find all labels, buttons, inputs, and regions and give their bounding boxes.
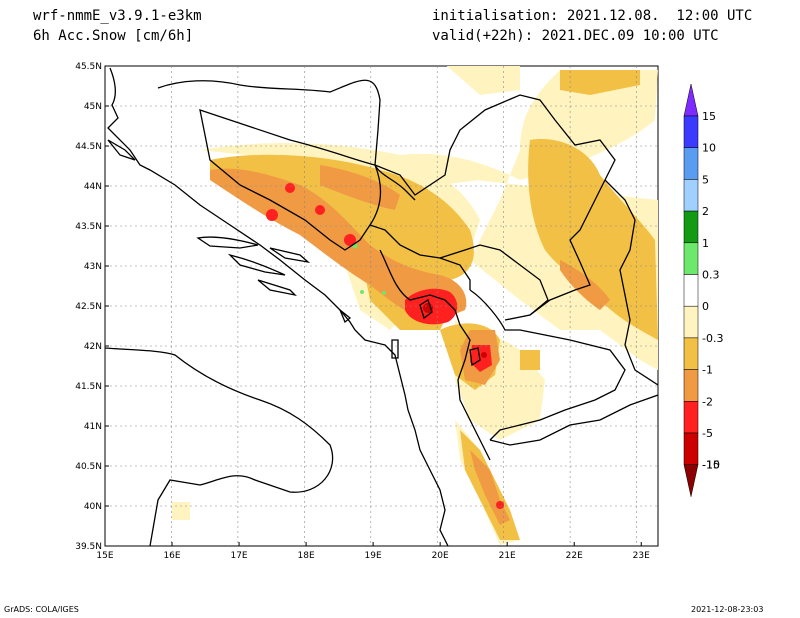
lon-label: 21E: [499, 551, 516, 561]
colorbar-label: 5: [702, 173, 709, 186]
colorbar-label: -1: [702, 364, 713, 377]
footer-left: GrADS: COLA/IGES: [4, 605, 79, 614]
lat-label: 41.5N: [75, 382, 102, 392]
colorbar-segment: [683, 210, 699, 244]
lat-label: 40N: [84, 502, 102, 512]
lat-label: 45.5N: [75, 62, 102, 72]
lon-label: 17E: [230, 551, 247, 561]
colorbar-segment: [683, 432, 699, 465]
colorbar-segment: [683, 242, 699, 275]
field-title: 6h Acc.Snow [cm/6h]: [33, 28, 194, 44]
snow-field: [105, 66, 658, 546]
model-title: wrf-nmmE_v3.9.1-e3km: [33, 8, 202, 24]
colorbar-segment: [683, 369, 699, 402]
map-grid: [105, 66, 658, 546]
colorbar-label: -2: [702, 395, 713, 408]
lat-label: 45N: [84, 102, 102, 112]
lat-label: 40.5N: [75, 462, 102, 472]
lat-label: 44N: [84, 182, 102, 192]
colorbar-segment: [683, 147, 699, 180]
lat-label: 43N: [84, 262, 102, 272]
colorbar-label: -0.3: [702, 332, 723, 345]
colorbar-label: 15: [702, 110, 716, 123]
longitude-labels: 15E 16E 17E 18E 19E 20E 21E 22E 23E: [96, 542, 650, 561]
lon-label: 15E: [96, 551, 113, 561]
lat-label: 39.5N: [75, 542, 102, 552]
colorbar-label: 0: [702, 300, 709, 313]
lat-label: 43.5N: [75, 222, 102, 232]
lat-label: 41N: [84, 422, 102, 432]
coastlines-borders: [105, 67, 658, 546]
colorbar-segment: [683, 401, 699, 434]
colorbar-top-arrow: [683, 83, 699, 117]
colorbar-bottom-arrow: [683, 464, 699, 497]
lon-label: 22E: [566, 551, 583, 561]
lon-label: 20E: [432, 551, 449, 561]
init-time: initialisation: 2021.12.08. 12:00 UTC: [432, 8, 753, 24]
colorbar-segment: [683, 337, 699, 370]
colorbar-label: -10: [702, 459, 720, 472]
valid-time: valid(+22h): 2021.DEC.09 10:00 UTC: [432, 28, 719, 44]
colorbar-label: 10: [702, 142, 716, 155]
colorbar-label: -15: [702, 459, 720, 472]
colorbar-segment: [683, 305, 699, 339]
colorbar-segment: [683, 115, 699, 148]
footer-right: 2021-12-08-23:03: [691, 605, 764, 614]
lat-label: 42N: [84, 342, 102, 352]
colorbar-label: 1: [702, 237, 709, 250]
colorbar-segment: [683, 179, 699, 212]
lon-label: 18E: [298, 551, 315, 561]
latitude-labels: 45.5N 45N 44.5N 44N 43.5N 43N 42.5N 42N 41.5N 41N…: [75, 62, 109, 552]
colorbar: 15 10 5 2 1 0.3 0 -0.3 -1 -2 -5 -10-15: [683, 83, 723, 497]
lon-label: 16E: [163, 551, 180, 561]
lat-label: 42.5N: [75, 302, 102, 312]
colorbar-label: -5: [702, 427, 713, 440]
colorbar-segment: [683, 274, 699, 307]
colorbar-label: 2: [702, 205, 709, 218]
lat-label: 44.5N: [75, 142, 102, 152]
colorbar-label: 0.3: [702, 269, 720, 282]
lon-label: 23E: [633, 551, 650, 561]
lon-label: 19E: [365, 551, 382, 561]
